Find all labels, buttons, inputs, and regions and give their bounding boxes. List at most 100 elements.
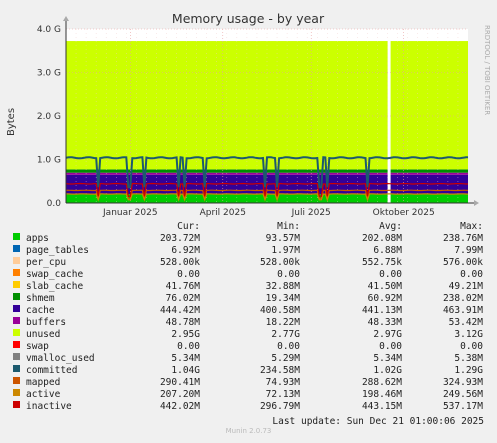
legend-swatch [13, 401, 20, 408]
legend-row-shmem: shmem 76.02M 19.34M 60.92M 238.02M [0, 293, 497, 305]
data-gap [387, 29, 391, 203]
legend-name: page_tables [26, 245, 89, 256]
legend-name: swap_cache [26, 269, 84, 280]
legend-cur: 444.42M [159, 305, 200, 316]
memory-chart: Memory usage - by year Bytes RRDTOOL / T… [6, 11, 491, 218]
legend-swatch [13, 341, 20, 348]
legend-cur: 41.76M [165, 281, 200, 292]
legend-name: shmem [26, 293, 55, 304]
legend-avg: 48.33M [367, 317, 402, 328]
legend-swatch [13, 389, 20, 396]
line-active [66, 193, 469, 202]
legend-max: 324.93M [442, 377, 483, 388]
legend-min: 93.57M [265, 233, 300, 244]
legend-max: 0.00 [460, 269, 483, 280]
y-tick-label: 1.0 G [37, 156, 61, 166]
legend-cur: 6.92M [171, 245, 200, 256]
legend-avg: 202.08M [361, 233, 402, 244]
line-committed [65, 156, 469, 189]
legend-avg: 0.00 [379, 269, 402, 280]
x-tick-label: Januar 2025 [102, 208, 158, 218]
legend-row-unused: unused 2.95G 2.77G 2.97G 3.12G [0, 329, 497, 341]
legend-swatch [13, 257, 20, 264]
legend-min: 19.34M [265, 293, 300, 304]
y-tick-label: 4.0 G [37, 25, 61, 35]
legend-row-page-tables: page_tables 6.92M 1.97M 6.88M 7.99M [0, 245, 497, 257]
legend-avg: 60.92M [367, 293, 402, 304]
legend-avg: 5.34M [373, 353, 402, 364]
munin-version: Munin 2.0.73 [225, 427, 272, 435]
legend-row-apps: apps 203.72M 93.57M 202.08M 238.76M [0, 233, 497, 245]
y-tick-label: 3.0 G [37, 69, 61, 79]
legend-max: 5.38M [454, 353, 483, 364]
legend-cur: 203.72M [159, 233, 200, 244]
legend-avg: 1.02G [373, 365, 402, 376]
y-axis-label: Bytes [6, 108, 17, 136]
legend-row-buffers: buffers 48.78M 18.22M 48.33M 53.42M [0, 317, 497, 329]
legend-avg: 6.88M [373, 245, 402, 256]
header-max: Max: [460, 221, 483, 232]
x-tick-label: April 2025 [200, 208, 246, 218]
legend-cur: 290.41M [159, 377, 200, 388]
legend-min: 74.93M [265, 377, 300, 388]
legend-min: 400.58M [259, 305, 300, 316]
legend-swatch [13, 353, 20, 360]
legend-max: 53.42M [448, 317, 483, 328]
legend-min: 234.58M [259, 365, 300, 376]
legend-name: cache [26, 305, 55, 316]
line-inactive [65, 182, 468, 197]
legend-avg: 0.00 [379, 341, 402, 352]
legend-max: 3.12G [454, 329, 483, 340]
legend-avg: 198.46M [361, 389, 402, 400]
legend-cur: 1.04G [171, 365, 200, 376]
legend-row-mapped: mapped 290.41M 74.93M 288.62M 324.93M [0, 377, 497, 389]
legend-name: per_cpu [26, 257, 67, 268]
legend-row-inactive: inactive 442.02M 296.79M 443.15M 537.17M [0, 401, 497, 413]
legend-max: 49.21M [448, 281, 483, 292]
legend-row-active: active 207.20M 72.13M 198.46M 249.56M [0, 389, 497, 401]
legend-max: 1.29G [454, 365, 483, 376]
legend-avg: 552.75k [361, 257, 402, 268]
legend-swatch [13, 269, 20, 276]
legend-row-swap: swap 0.00 0.00 0.00 0.00 [0, 341, 497, 353]
legend-max: 238.02M [442, 293, 483, 304]
legend-swatch [13, 233, 20, 240]
legend-swatch [13, 245, 20, 252]
legend-name: apps [26, 233, 49, 244]
y-tick-label: 0.0 [47, 199, 62, 209]
legend-avg: 443.15M [361, 401, 402, 412]
legend-swatch [13, 305, 20, 312]
legend-name: committed [26, 365, 78, 376]
legend-row-slab-cache: slab_cache 41.76M 32.88M 41.50M 49.21M [0, 281, 497, 293]
legend-min: 0.00 [277, 341, 300, 352]
legend-avg: 2.97G [373, 329, 402, 340]
legend-min: 2.77G [271, 329, 300, 340]
legend-cur: 5.34M [171, 353, 200, 364]
legend-row-committed: committed 1.04G 234.58M 1.02G 1.29G [0, 365, 497, 377]
legend-swatch [13, 377, 20, 384]
rrdtool-watermark: RRDTOOL / TOBI OETIKER [483, 25, 491, 115]
legend-swatch [13, 281, 20, 288]
legend-cur: 528.00k [159, 257, 200, 268]
chart-title: Memory usage - by year [172, 11, 325, 26]
legend-cur: 207.20M [159, 389, 200, 400]
legend-row-vmalloc-used: vmalloc_used 5.34M 5.29M 5.34M 5.38M [0, 353, 497, 365]
legend-header: Cur: Min: Avg: Max: [0, 221, 497, 233]
y-tick-label: 2.0 G [37, 112, 61, 122]
legend-name: active [26, 389, 61, 400]
legend-row-per-cpu: per_cpu 528.00k 528.00k 552.75k 576.00k [0, 257, 497, 269]
legend-cur: 76.02M [165, 293, 200, 304]
legend-min: 72.13M [265, 389, 300, 400]
line-mapped [65, 189, 468, 200]
legend-max: 576.00k [442, 257, 483, 268]
legend-name: mapped [26, 377, 61, 388]
legend-cur: 2.95G [171, 329, 200, 340]
legend-max: 249.56M [442, 389, 483, 400]
legend-name: vmalloc_used [26, 353, 95, 364]
legend-max: 537.17M [442, 401, 483, 412]
area-apps [66, 194, 468, 203]
x-tick-label: Oktober 2025 [373, 208, 435, 218]
legend-swatch [13, 365, 20, 372]
legend-cur: 48.78M [165, 317, 200, 328]
header-min: Min: [277, 221, 300, 232]
